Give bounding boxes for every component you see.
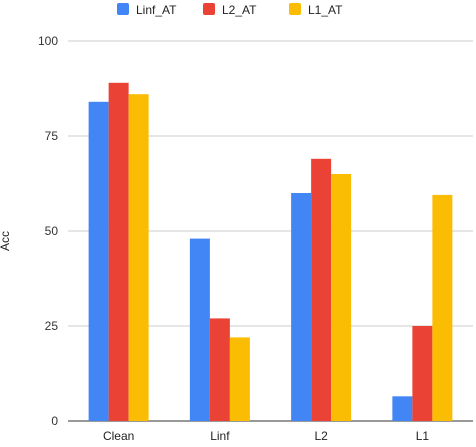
bar-linf-at-clean xyxy=(88,101,109,422)
bar-linf-at-linf xyxy=(189,238,210,421)
y-tick-label: 75 xyxy=(45,129,59,143)
y-tick-label: 50 xyxy=(45,224,59,238)
y-tick-label: 25 xyxy=(45,319,59,333)
y-tick-label: 100 xyxy=(38,34,58,48)
x-tick-label: L1 xyxy=(416,429,430,442)
bar-l1-at-l2 xyxy=(331,174,352,421)
legend-swatch xyxy=(289,3,301,15)
x-tick-labels: Clean Linf L2 L1 xyxy=(103,429,430,443)
bar-l1-at-l1 xyxy=(432,194,453,421)
legend-label: L2_AT xyxy=(222,3,257,17)
legend-swatch xyxy=(117,3,129,15)
bar-l2-at-linf xyxy=(209,318,230,421)
legend-swatch xyxy=(203,3,215,15)
x-tick-label: Linf xyxy=(210,429,230,442)
x-tick-label: Clean xyxy=(103,429,134,442)
y-tick-label: 0 xyxy=(51,414,58,428)
bar-l2-at-l1 xyxy=(412,326,433,421)
bar-marks xyxy=(88,82,453,422)
legend-item-l2-at: L2_AT xyxy=(203,3,257,17)
y-tick-labels: 0 25 50 75 100 xyxy=(38,34,58,428)
bar-linf-at-l2 xyxy=(291,193,312,421)
bar-l2-at-l2 xyxy=(311,158,332,422)
y-axis-label: Acc xyxy=(0,231,12,251)
x-tick-label: L2 xyxy=(314,429,328,442)
legend-item-linf-at: Linf_AT xyxy=(117,3,177,17)
bar-l1-at-linf xyxy=(229,337,250,421)
bar-l2-at-clean xyxy=(108,82,129,422)
bar-l1-at-clean xyxy=(128,94,149,421)
bar-linf-at-l1 xyxy=(392,396,413,421)
legend-label: L1_AT xyxy=(308,3,343,17)
chart-legend: Linf_AT L2_AT L1_AT xyxy=(117,3,343,17)
legend-label: Linf_AT xyxy=(136,3,177,17)
legend-item-l1-at: L1_AT xyxy=(289,3,343,17)
